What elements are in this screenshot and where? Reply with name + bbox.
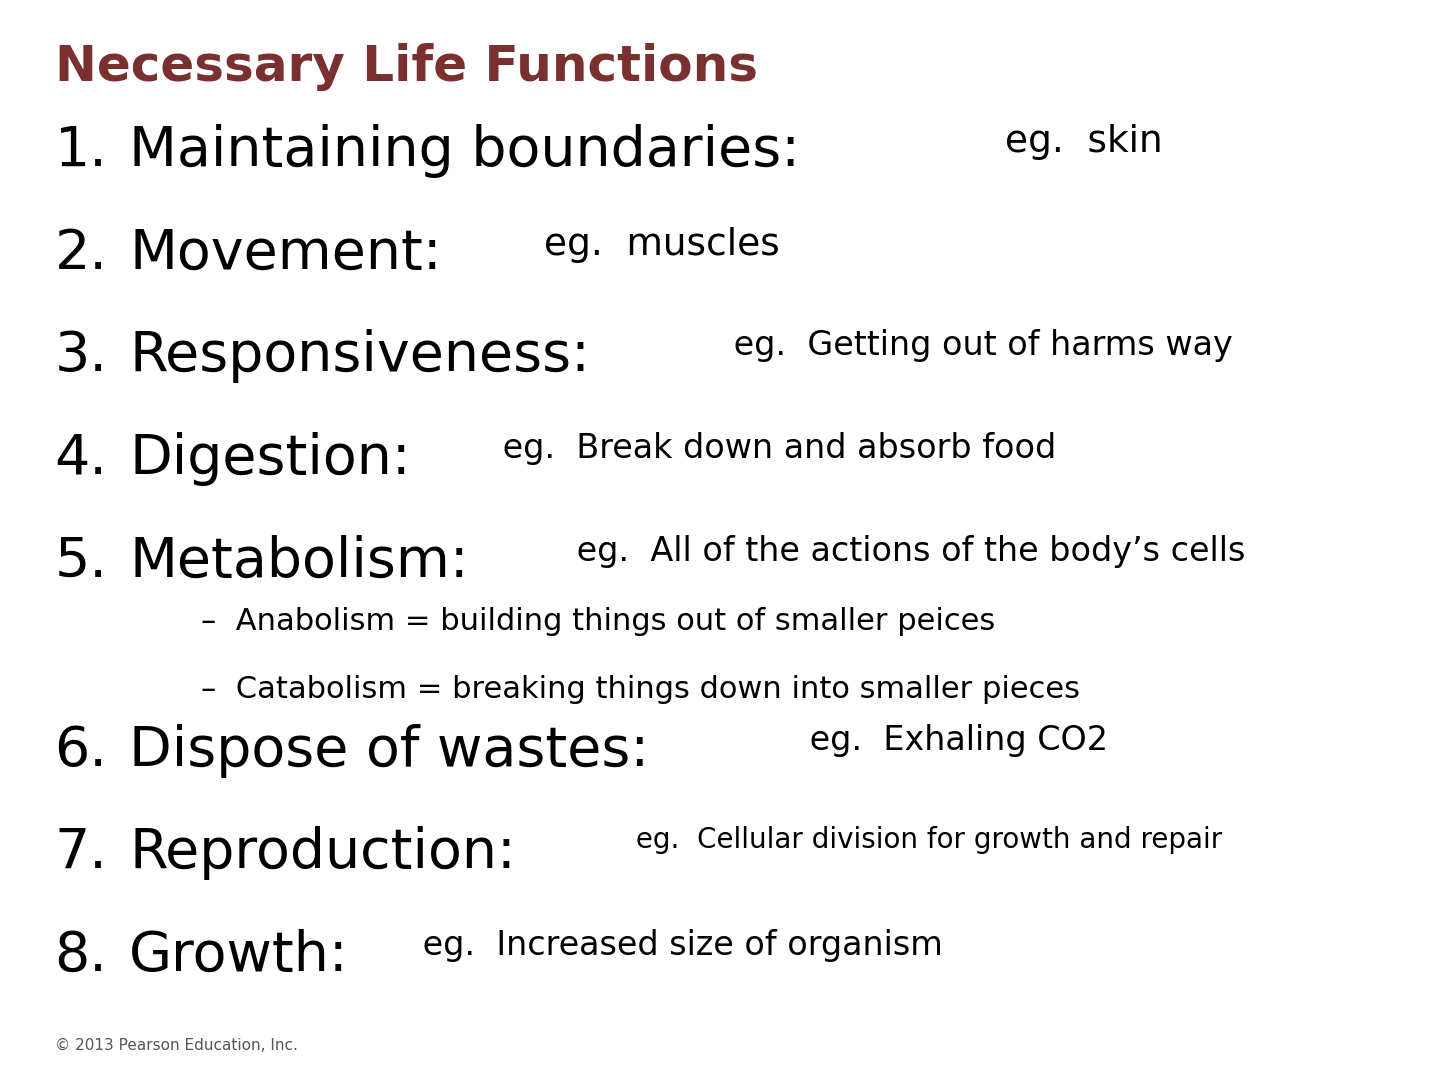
Text: eg.  Increased size of organism: eg. Increased size of organism xyxy=(412,929,943,962)
Text: 8.: 8. xyxy=(55,929,108,983)
Text: –  Catabolism = breaking things down into smaller pieces: – Catabolism = breaking things down into… xyxy=(202,675,1080,704)
Text: Necessary Life Functions: Necessary Life Functions xyxy=(55,43,757,91)
Text: Reproduction:: Reproduction: xyxy=(130,826,516,880)
Text: Responsiveness:: Responsiveness: xyxy=(130,329,590,383)
Text: 4.: 4. xyxy=(55,432,108,486)
Text: 1.: 1. xyxy=(55,124,108,178)
Text: © 2013 Pearson Education, Inc.: © 2013 Pearson Education, Inc. xyxy=(55,1038,298,1053)
Text: Growth:: Growth: xyxy=(130,929,348,983)
Text: eg.  Exhaling CO2: eg. Exhaling CO2 xyxy=(799,724,1107,757)
Text: 2.: 2. xyxy=(55,227,108,281)
Text: Movement:: Movement: xyxy=(130,227,442,281)
Text: Maintaining boundaries:: Maintaining boundaries: xyxy=(130,124,801,178)
Text: –  Anabolism = building things out of smaller peices: – Anabolism = building things out of sma… xyxy=(202,607,995,636)
Text: Metabolism:: Metabolism: xyxy=(130,535,469,589)
Text: Dispose of wastes:: Dispose of wastes: xyxy=(130,724,649,778)
Text: eg.  Cellular division for growth and repair: eg. Cellular division for growth and rep… xyxy=(628,826,1223,854)
Text: 6.: 6. xyxy=(55,724,108,778)
Text: eg.  All of the actions of the body’s cells: eg. All of the actions of the body’s cel… xyxy=(566,535,1246,568)
Text: eg.  muscles: eg. muscles xyxy=(531,227,779,262)
Text: Digestion:: Digestion: xyxy=(130,432,410,486)
Text: 7.: 7. xyxy=(55,826,108,880)
Text: eg.  Break down and absorb food: eg. Break down and absorb food xyxy=(492,432,1056,465)
Text: eg.  skin: eg. skin xyxy=(994,124,1162,160)
Text: 5.: 5. xyxy=(55,535,108,589)
Text: 3.: 3. xyxy=(55,329,108,383)
Text: eg.  Getting out of harms way: eg. Getting out of harms way xyxy=(723,329,1233,363)
